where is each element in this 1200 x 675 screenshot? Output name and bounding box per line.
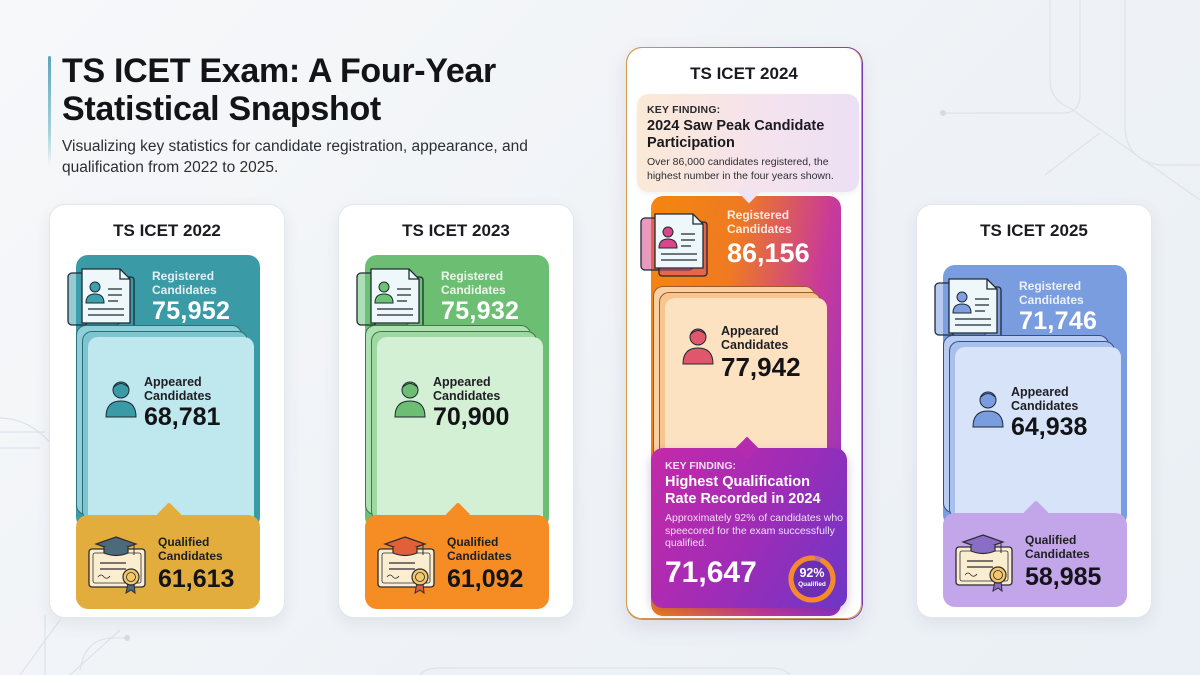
appeared-label: Appeared Candidates	[721, 324, 789, 352]
qualified-value: 61,092	[447, 565, 524, 593]
registered-label: Registered Candidates	[152, 269, 217, 297]
year-card-2022: TS ICET 2022 Registered Candidates 75,95…	[49, 204, 285, 618]
key-finding-text: Approximately 92% of candidates who spee…	[665, 512, 844, 549]
registered-panel: Registered Candidates 75,932 Appeared Ca…	[365, 255, 549, 529]
certificate-graduation-icon	[86, 531, 152, 597]
certificate-graduation-icon	[375, 531, 441, 597]
person-icon	[971, 389, 1005, 429]
registration-document-icon	[933, 275, 1013, 343]
registered-panel: Registered Candidates 75,952 Appeared Ca…	[76, 255, 260, 529]
registered-value: 71,746	[1019, 307, 1098, 335]
year-card-2024: TS ICET 2024 KEY FINDING: 2024 Saw Peak …	[626, 47, 862, 619]
appeared-value: 70,900	[433, 403, 510, 431]
registered-panel: Registered Candidates 71,746 Appeared Ca…	[943, 265, 1127, 527]
registered-value: 75,952	[152, 297, 231, 325]
registered-value: 75,932	[441, 297, 520, 325]
key-finding-label: KEY FINDING:	[665, 460, 736, 472]
qualified-value: 61,613	[158, 565, 235, 593]
registered-label: Registered Candidates	[1019, 279, 1084, 307]
registration-document-icon	[355, 265, 435, 333]
year-card-2023: TS ICET 2023 Registered Candidates 75,93…	[338, 204, 574, 618]
appeared-value: 68,781	[144, 403, 221, 431]
registration-document-icon	[639, 210, 719, 278]
key-finding-qualification: KEY FINDING: Highest Qualification Rate …	[651, 448, 847, 608]
appeared-value: 64,938	[1011, 413, 1088, 441]
registered-label: Registered Candidates	[441, 269, 506, 297]
key-finding-text: Over 86,000 candidates registered, the h…	[647, 156, 834, 182]
appeared-label: Appeared Candidates	[1011, 385, 1079, 413]
appeared-sheet: Appeared Candidates 70,900	[377, 337, 543, 527]
appeared-label: Appeared Candidates	[144, 375, 212, 403]
qualified-label: Qualified Candidates	[447, 535, 512, 563]
key-finding-title: Highest Qualification Rate Recorded in 2…	[665, 474, 821, 507]
registered-value: 86,156	[727, 238, 810, 268]
certificate-graduation-icon	[953, 529, 1019, 595]
person-icon	[393, 379, 427, 419]
qualified-panel: Qualified Candidates 58,985	[943, 513, 1127, 607]
registered-label: Registered Candidates	[727, 208, 792, 236]
qualified-label: Qualified Candidates	[1025, 533, 1090, 561]
key-finding-participation: KEY FINDING: 2024 Saw Peak Candidate Par…	[637, 94, 859, 192]
page-header: TS ICET Exam: A Four-Year Statistical Sn…	[48, 52, 568, 178]
qualified-value: 71,647	[665, 556, 757, 589]
card-title: TS ICET 2025	[980, 221, 1088, 240]
qualified-panel: Qualified Candidates 61,613	[76, 515, 260, 609]
key-finding-title: 2024 Saw Peak Candidate Participation	[647, 118, 825, 151]
card-title: TS ICET 2022	[113, 221, 221, 240]
person-icon	[681, 326, 715, 366]
registration-document-icon	[66, 265, 146, 333]
appeared-sheet: Appeared Candidates 68,781	[88, 337, 254, 527]
page-title: TS ICET Exam: A Four-Year Statistical Sn…	[62, 52, 496, 128]
qualified-value: 58,985	[1025, 563, 1102, 591]
qualified-label: Qualified Candidates	[158, 535, 223, 563]
qualified-panel: Qualified Candidates 61,092	[365, 515, 549, 609]
page-subtitle: Visualizing key statistics for candidate…	[62, 138, 528, 176]
appeared-label: Appeared Candidates	[433, 375, 501, 403]
key-finding-label: KEY FINDING:	[647, 104, 721, 116]
person-icon	[104, 379, 138, 419]
card-title: TS ICET 2023	[402, 221, 510, 240]
year-card-2025: TS ICET 2025 Registered Candidates 71,74…	[916, 204, 1152, 618]
qualification-rate-percent: 92%	[799, 566, 825, 580]
appeared-sheet: Appeared Candidates 64,938	[955, 347, 1121, 525]
header-accent-bar	[48, 56, 51, 166]
card-title: TS ICET 2024	[690, 64, 798, 83]
qualification-rate-label: Qualified	[798, 581, 826, 588]
appeared-value: 77,942	[721, 352, 801, 382]
qualification-rate-donut	[788, 555, 836, 603]
